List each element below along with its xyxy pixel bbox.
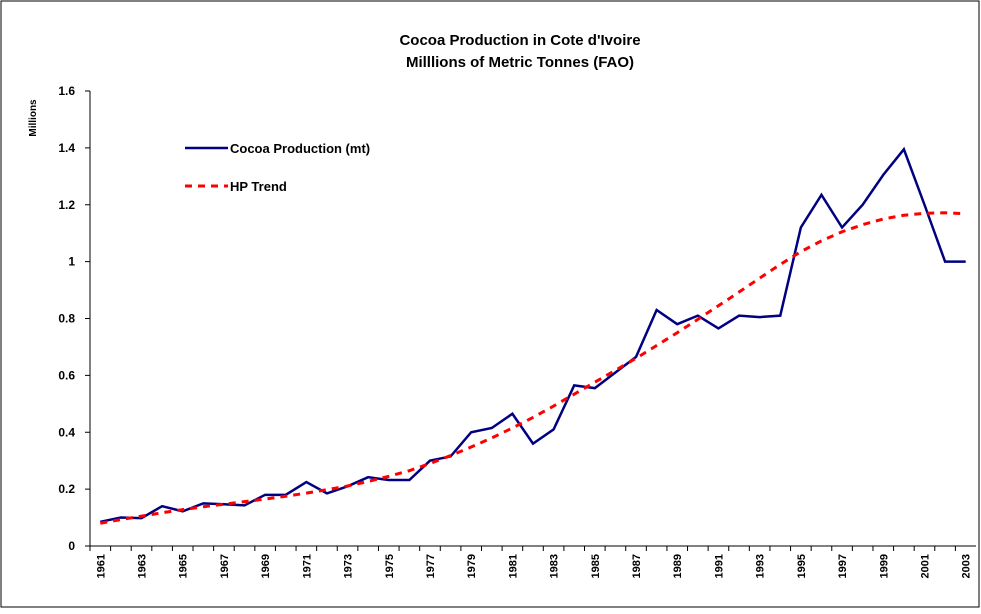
- y-tick-label: 1.2: [58, 198, 75, 212]
- y-tick-label: 0.4: [58, 425, 75, 439]
- y-tick-label: 0: [68, 539, 75, 553]
- x-tick-label: 1985: [590, 554, 602, 578]
- y-tick-label: 1.4: [58, 141, 75, 155]
- x-tick-label: 1997: [837, 554, 849, 578]
- x-tick-label: 1981: [507, 554, 519, 578]
- x-tick-label: 1963: [137, 554, 149, 578]
- y-axis-label: Millions: [28, 99, 39, 137]
- series-line: [100, 146, 966, 524]
- y-tick-label: 1.6: [58, 84, 75, 98]
- x-tick-label: 2003: [961, 554, 973, 578]
- chart-title: Cocoa Production in Cote d'Ivoire: [399, 32, 640, 49]
- x-tick-label: 1971: [301, 554, 313, 578]
- y-tick-label: 1: [68, 255, 75, 269]
- x-tick-label: 1967: [219, 554, 231, 578]
- x-tick-label: 1999: [878, 554, 890, 578]
- x-tick-label: 1989: [672, 554, 684, 578]
- x-tick-label: 1961: [95, 554, 107, 578]
- x-tick-label: 1973: [343, 554, 355, 578]
- x-tick-label: 2001: [919, 554, 931, 578]
- series-line: [100, 211, 966, 525]
- y-tick-label: 0.2: [58, 482, 75, 496]
- chart-subtitle: Milllions of Metric Tonnes (FAO): [406, 54, 634, 71]
- legend-label: HP Trend: [230, 179, 287, 194]
- legend-label: Cocoa Production (mt): [230, 141, 370, 156]
- x-tick-label: 1987: [631, 554, 643, 578]
- x-tick-label: 1975: [384, 554, 396, 578]
- x-tick-label: 1977: [425, 554, 437, 578]
- x-tick-label: 1979: [466, 554, 478, 578]
- x-tick-label: 1993: [755, 554, 767, 578]
- x-tick-label: 1991: [713, 554, 725, 578]
- y-tick-label: 0.6: [58, 368, 75, 382]
- x-tick-label: 1995: [796, 554, 808, 578]
- y-tick-label: 0.8: [58, 312, 75, 326]
- x-tick-label: 1969: [260, 554, 272, 578]
- x-tick-label: 1983: [549, 554, 561, 578]
- x-tick-label: 1965: [178, 554, 190, 578]
